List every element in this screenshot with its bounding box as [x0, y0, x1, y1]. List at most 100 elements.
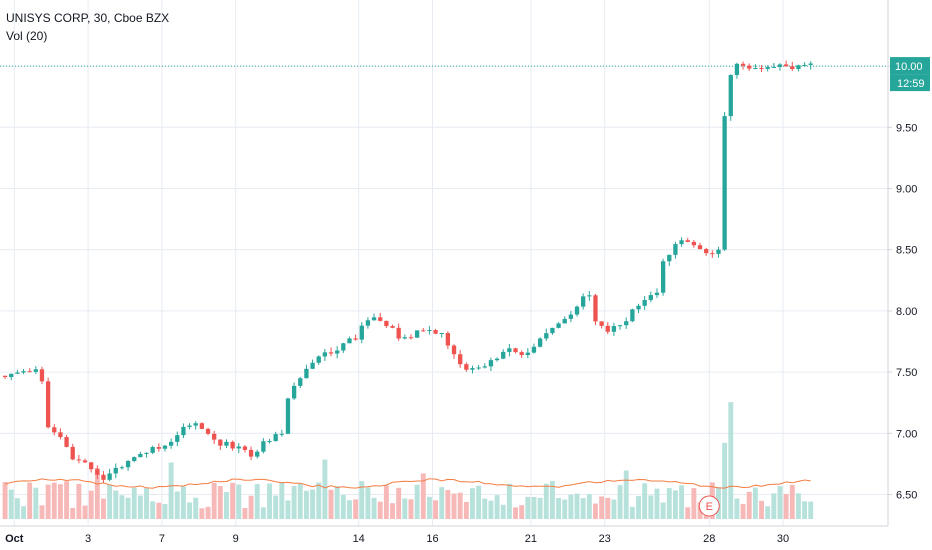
- candle[interactable]: [27, 368, 32, 373]
- candle[interactable]: [95, 465, 100, 480]
- candle[interactable]: [402, 334, 407, 340]
- candle[interactable]: [747, 63, 752, 72]
- candle[interactable]: [242, 444, 248, 453]
- candle[interactable]: [507, 344, 512, 357]
- candle[interactable]: [255, 449, 260, 459]
- candle[interactable]: [371, 313, 377, 321]
- candle[interactable]: [101, 471, 106, 483]
- candle[interactable]: [279, 429, 284, 437]
- candle[interactable]: [132, 456, 137, 463]
- candle[interactable]: [414, 330, 420, 338]
- candle[interactable]: [335, 346, 340, 359]
- candle[interactable]: [519, 350, 524, 359]
- time-axis[interactable]: Oct 3 7 9 14 16 21 23 28 30: [0, 525, 888, 550]
- candle[interactable]: [667, 254, 672, 266]
- candle[interactable]: [64, 434, 69, 448]
- candle[interactable]: [9, 373, 14, 381]
- candlesticks[interactable]: [2, 60, 813, 483]
- candle[interactable]: [433, 328, 438, 335]
- candle[interactable]: [304, 364, 309, 379]
- candle[interactable]: [765, 65, 770, 72]
- candle[interactable]: [341, 342, 346, 353]
- candle[interactable]: [636, 303, 641, 314]
- candle[interactable]: [113, 463, 118, 479]
- candle[interactable]: [328, 347, 334, 357]
- earnings-marker[interactable]: E: [698, 495, 720, 517]
- candle[interactable]: [212, 430, 217, 444]
- candle[interactable]: [156, 443, 161, 452]
- candle[interactable]: [753, 64, 758, 70]
- candle[interactable]: [396, 323, 401, 341]
- candle[interactable]: [464, 362, 469, 372]
- candle[interactable]: [544, 328, 549, 341]
- candle[interactable]: [89, 461, 94, 473]
- candle[interactable]: [390, 324, 395, 329]
- candle[interactable]: [427, 326, 432, 335]
- candle[interactable]: [33, 366, 38, 374]
- candle[interactable]: [2, 375, 8, 380]
- candle[interactable]: [630, 308, 635, 323]
- candle[interactable]: [660, 258, 666, 296]
- candle[interactable]: [691, 240, 697, 248]
- candle[interactable]: [716, 246, 721, 258]
- candle[interactable]: [679, 237, 684, 247]
- candle[interactable]: [359, 322, 364, 344]
- candle[interactable]: [82, 458, 88, 464]
- candle[interactable]: [593, 293, 598, 326]
- candle[interactable]: [298, 376, 303, 389]
- candle[interactable]: [378, 312, 383, 322]
- last-price-tag[interactable]: 10.00 12:59: [890, 57, 930, 92]
- price-axis[interactable]: 10.00 9.50 9.00 8.50 8.00 7.50 7.00 6.50 10.00 12…: [887, 0, 932, 550]
- candle[interactable]: [513, 347, 518, 354]
- candle[interactable]: [168, 438, 174, 449]
- candle[interactable]: [458, 349, 463, 368]
- candle[interactable]: [365, 317, 371, 329]
- candle[interactable]: [76, 454, 82, 464]
- candle[interactable]: [119, 465, 125, 470]
- candle[interactable]: [353, 334, 358, 341]
- candle[interactable]: [501, 349, 506, 360]
- candle[interactable]: [144, 452, 149, 458]
- candle[interactable]: [138, 451, 143, 458]
- earnings-marker-circle[interactable]: [698, 495, 720, 517]
- candle[interactable]: [224, 439, 229, 449]
- candle[interactable]: [654, 288, 660, 298]
- candle[interactable]: [556, 322, 561, 329]
- candle[interactable]: [470, 365, 475, 374]
- candle[interactable]: [408, 334, 414, 340]
- candle[interactable]: [310, 359, 315, 370]
- candle[interactable]: [802, 62, 807, 67]
- candle[interactable]: [230, 440, 235, 451]
- candle[interactable]: [790, 61, 795, 72]
- candle[interactable]: [439, 332, 444, 338]
- candle[interactable]: [710, 250, 715, 258]
- candle[interactable]: [175, 431, 180, 447]
- candle[interactable]: [759, 65, 764, 73]
- candle[interactable]: [476, 365, 481, 370]
- candle[interactable]: [624, 317, 629, 329]
- candle[interactable]: [642, 295, 647, 310]
- candle[interactable]: [581, 293, 586, 310]
- candle[interactable]: [685, 238, 690, 243]
- candle[interactable]: [205, 427, 211, 436]
- candle[interactable]: [648, 291, 653, 303]
- candle[interactable]: [45, 377, 51, 429]
- candle[interactable]: [150, 445, 155, 455]
- candle[interactable]: [531, 343, 537, 354]
- candle[interactable]: [494, 357, 500, 362]
- candle[interactable]: [218, 439, 223, 450]
- candle[interactable]: [568, 310, 574, 323]
- candle[interactable]: [162, 444, 168, 452]
- candle[interactable]: [107, 468, 112, 482]
- candle[interactable]: [611, 322, 617, 337]
- candle[interactable]: [236, 443, 241, 454]
- candle[interactable]: [285, 397, 291, 435]
- candle[interactable]: [261, 438, 266, 454]
- candle[interactable]: [291, 382, 297, 401]
- candle[interactable]: [617, 325, 623, 330]
- candle[interactable]: [421, 327, 426, 332]
- candle[interactable]: [740, 61, 746, 70]
- candle[interactable]: [697, 242, 703, 250]
- candle[interactable]: [562, 316, 567, 324]
